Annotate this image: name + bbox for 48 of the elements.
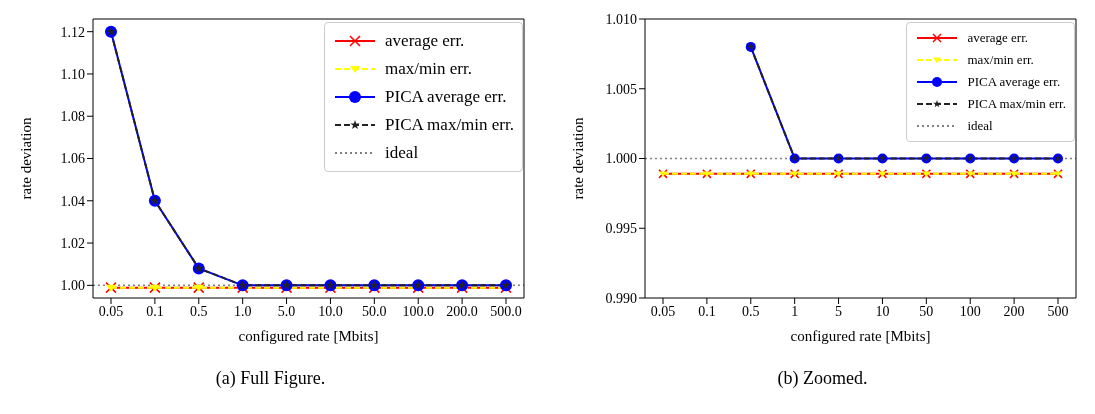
legend-label: ideal — [967, 118, 993, 134]
y-tick-label: 1.005 — [605, 81, 637, 97]
x-tick-label: 5.0 — [277, 303, 296, 319]
legend-label: average err. — [967, 30, 1029, 46]
y-tick-label: 1.08 — [60, 109, 85, 125]
y-tick-label: 1.02 — [60, 236, 85, 252]
legend-label: PICA average err. — [385, 87, 507, 107]
x-tick-label: 0.5 — [742, 303, 760, 319]
legend-label: max/min err. — [967, 52, 1034, 68]
x-tick-label: 500 — [1047, 303, 1069, 319]
x-tick-label: 0.05 — [98, 303, 124, 319]
x-tick-label: 1.0 — [233, 303, 252, 319]
y-axis-title: rate deviation — [570, 116, 587, 200]
x-tick-label: 0.5 — [190, 303, 208, 319]
y-axis-title: rate deviation — [18, 116, 35, 200]
x-tick-label: 50 — [919, 303, 934, 319]
legend-label: PICA max/min err. — [385, 115, 514, 135]
text: (a) Full Figure. — [214, 368, 327, 389]
x-tick-label: 10 — [875, 303, 890, 319]
y-tick-label: 1.12 — [60, 24, 85, 40]
x-axis-title: configured rate [Mbits] — [790, 328, 931, 344]
x-tick-label: 1 — [791, 303, 799, 319]
legend-label: ideal — [385, 143, 419, 163]
y-tick-label: 1.00 — [60, 278, 85, 294]
x-tick-label: 0.1 — [698, 303, 716, 319]
x-tick-label: 200.0 — [446, 303, 478, 319]
y-tick-label: 1.010 — [605, 11, 637, 27]
x-axis-title: configured rate [Mbits] — [238, 328, 379, 344]
y-tick-label: 1.000 — [605, 151, 637, 167]
x-tick-label: 5 — [835, 303, 843, 319]
legend-label: PICA average err. — [967, 74, 1061, 90]
legend-label: average err. — [385, 31, 465, 51]
x-tick-label: 0.05 — [650, 303, 676, 319]
legend-label: max/min err. — [385, 59, 472, 79]
x-tick-label: 200 — [1003, 303, 1025, 319]
x-tick-label: 100 — [959, 303, 981, 319]
x-tick-label: 50.0 — [362, 303, 387, 319]
x-tick-label: 100.0 — [402, 303, 434, 319]
x-tick-label: 10.0 — [318, 303, 343, 319]
legend-label: PICA max/min err. — [967, 96, 1066, 112]
x-tick-label: 0.1 — [146, 303, 164, 319]
text: (b) Zoomed. — [776, 368, 869, 389]
x-tick-label: 500.0 — [490, 303, 522, 319]
y-tick-label: 0.995 — [605, 221, 637, 237]
y-tick-label: 1.04 — [60, 193, 85, 209]
y-tick-label: 1.06 — [60, 151, 85, 167]
y-tick-label: 1.10 — [60, 66, 85, 82]
y-tick-label: 0.990 — [605, 290, 637, 306]
